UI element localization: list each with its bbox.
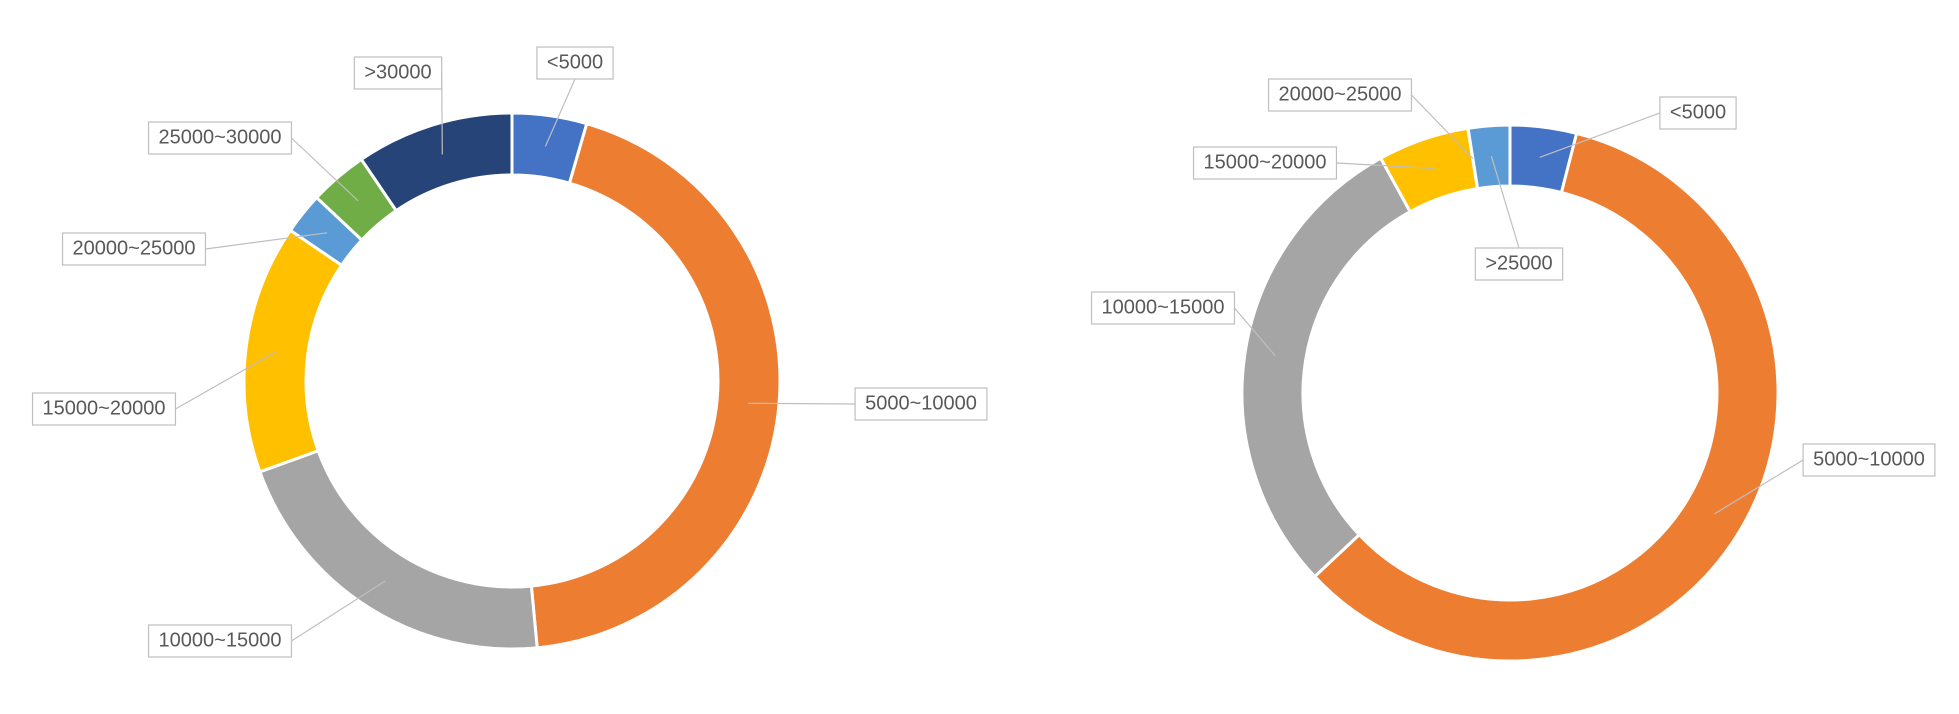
label-box — [61, 232, 207, 266]
leader-line — [205, 232, 328, 250]
data-label: 10000~15000 — [159, 629, 282, 651]
data-label: >25000 — [1485, 252, 1552, 274]
label-box — [147, 624, 293, 658]
donut-segment — [1466, 123, 1512, 191]
data-label: 20000~25000 — [73, 237, 196, 259]
data-label: >30000 — [364, 61, 431, 83]
label-box — [1192, 146, 1338, 180]
label-box — [1802, 443, 1936, 477]
donut — [242, 111, 782, 651]
label-box — [353, 56, 443, 90]
label-box — [147, 121, 293, 155]
leader-line — [544, 78, 576, 147]
donut-segment — [1240, 156, 1413, 579]
label-box — [1659, 96, 1737, 130]
data-label: 20000~25000 — [1279, 83, 1402, 105]
leader-line — [1411, 94, 1474, 159]
donut-segment — [359, 111, 514, 213]
leader-line — [1336, 162, 1433, 169]
data-label: <5000 — [1670, 101, 1726, 123]
label-box — [854, 387, 988, 421]
data-label: 15000~20000 — [43, 397, 166, 419]
leader-line — [1490, 156, 1520, 249]
data-label: 5000~10000 — [865, 392, 977, 414]
label-box — [536, 46, 614, 80]
donut-segment — [1312, 131, 1780, 663]
leader-line — [175, 350, 278, 410]
label-box — [1474, 247, 1564, 281]
data-label: <5000 — [547, 51, 603, 73]
data-label: 25000~30000 — [159, 126, 282, 148]
data-label: 10000~15000 — [1102, 296, 1225, 318]
donut-segment — [257, 448, 539, 651]
leader-line — [1714, 459, 1804, 515]
data-label: 5000~10000 — [1813, 448, 1925, 470]
label-box — [1090, 291, 1236, 325]
label-box — [31, 392, 177, 426]
label-box — [1267, 78, 1413, 112]
leader-line — [747, 402, 856, 405]
donut-segment — [529, 121, 782, 650]
donut-segment — [242, 228, 344, 474]
leader-line — [291, 137, 359, 202]
data-label: 15000~20000 — [1204, 151, 1327, 173]
leader-line — [1234, 307, 1276, 357]
donut — [1240, 123, 1780, 663]
leader-line — [291, 580, 386, 642]
leader-line — [1539, 112, 1661, 158]
